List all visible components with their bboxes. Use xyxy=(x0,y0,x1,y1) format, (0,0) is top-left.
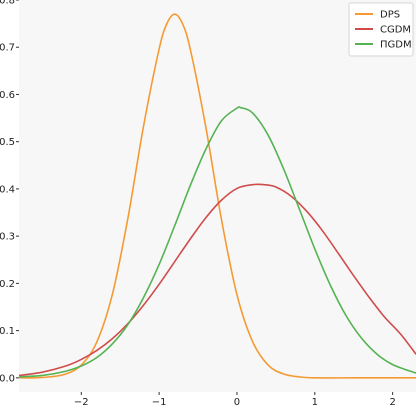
legend-box xyxy=(348,2,414,57)
y-tick-label: 0.0 xyxy=(0,373,15,384)
y-tick-label: 0.6 xyxy=(0,90,15,101)
legend-label-dps: DPS xyxy=(380,10,400,21)
y-tick-label: 0.1 xyxy=(0,326,15,337)
x-tick-label: −2 xyxy=(74,397,89,408)
x-tick-label: 0 xyxy=(234,397,240,408)
x-tick-label: −1 xyxy=(152,397,167,408)
y-tick-label: 0.4 xyxy=(0,184,15,195)
y-tick-label: 0.7 xyxy=(0,43,15,54)
y-tick-label: 0.8 xyxy=(0,0,15,7)
series-line-pigdm xyxy=(18,105,416,378)
y-axis: 0.0 0.1 0.2 0.3 0.4 0.5 0.6 0.7 0.8 xyxy=(0,0,19,384)
legend-label-cgdm: CGDM xyxy=(380,25,411,36)
x-axis: −2 −1 0 1 2 xyxy=(74,392,396,408)
legend-label-pigdm: ΠGDM xyxy=(380,40,412,51)
legend: DPS CGDM ΠGDM xyxy=(348,2,414,57)
y-tick-label: 0.3 xyxy=(0,232,15,243)
series-line-dps xyxy=(18,13,416,379)
x-tick-label: 1 xyxy=(312,397,318,408)
x-tick-label: 2 xyxy=(389,397,395,408)
series-layer xyxy=(18,13,416,379)
series-line-cgdm xyxy=(18,183,416,377)
y-tick-label: 0.5 xyxy=(0,137,15,148)
y-tick-label: 0.2 xyxy=(0,279,15,290)
